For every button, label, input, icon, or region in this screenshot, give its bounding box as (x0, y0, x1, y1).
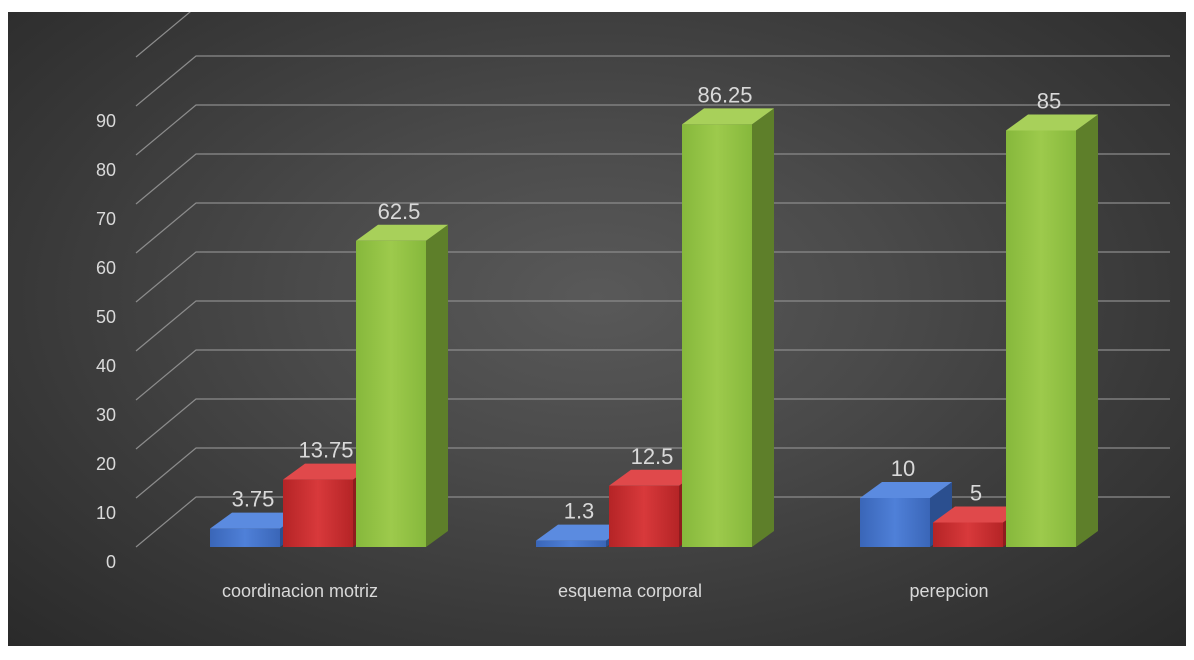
y-tick-label: 50 (96, 307, 116, 327)
y-tick-label: 90 (96, 111, 116, 131)
bar (682, 108, 774, 547)
data-label: 1.3 (564, 499, 595, 524)
data-label: 85 (1037, 89, 1061, 114)
gridline (135, 104, 1170, 156)
data-label: 86.25 (697, 82, 752, 107)
gridline (135, 202, 1170, 254)
gridlines (135, 12, 1170, 548)
gridline (135, 349, 1170, 401)
bar (356, 224, 448, 547)
y-tick-label: 30 (96, 405, 116, 425)
data-label: 12.5 (631, 444, 674, 469)
gridline (135, 300, 1170, 352)
y-tick-label: 60 (96, 258, 116, 278)
x-category-label: coordinacion motriz (222, 581, 378, 601)
bar-chart: 0 10 20 30 40 50 60 70 80 90 3.75 13.75 62.5 1.3 12.5… (96, 12, 1170, 601)
gridline (135, 447, 1170, 499)
y-tick-label: 80 (96, 160, 116, 180)
bars (210, 108, 1098, 547)
x-axis: coordinacion motriz esquema corporal perep… (222, 581, 989, 601)
chart-area: 0 10 20 30 40 50 60 70 80 90 3.75 13.75 62.5 1.3 12.5… (8, 12, 1186, 646)
y-tick-label: 20 (96, 454, 116, 474)
data-label: 5 (970, 481, 982, 506)
x-category-label: perepcion (909, 581, 988, 601)
data-labels: 3.75 13.75 62.5 1.3 12.5 86.25 10 5 85 (232, 82, 1062, 523)
y-tick-label: 10 (96, 503, 116, 523)
gridline (135, 55, 1170, 107)
data-label: 13.75 (298, 438, 353, 463)
y-tick-label: 0 (106, 552, 116, 572)
y-tick-label: 70 (96, 209, 116, 229)
gridline (135, 12, 191, 58)
y-tick-label: 40 (96, 356, 116, 376)
x-category-label: esquema corporal (558, 581, 702, 601)
data-label: 10 (891, 456, 915, 481)
bar (1006, 114, 1098, 547)
gridline (135, 251, 1170, 303)
data-label: 3.75 (232, 487, 275, 512)
gridline (135, 496, 1170, 548)
data-label: 62.5 (378, 199, 421, 224)
y-axis: 0 10 20 30 40 50 60 70 80 90 (96, 111, 116, 572)
gridline (135, 398, 1170, 450)
gridline (135, 153, 1170, 205)
